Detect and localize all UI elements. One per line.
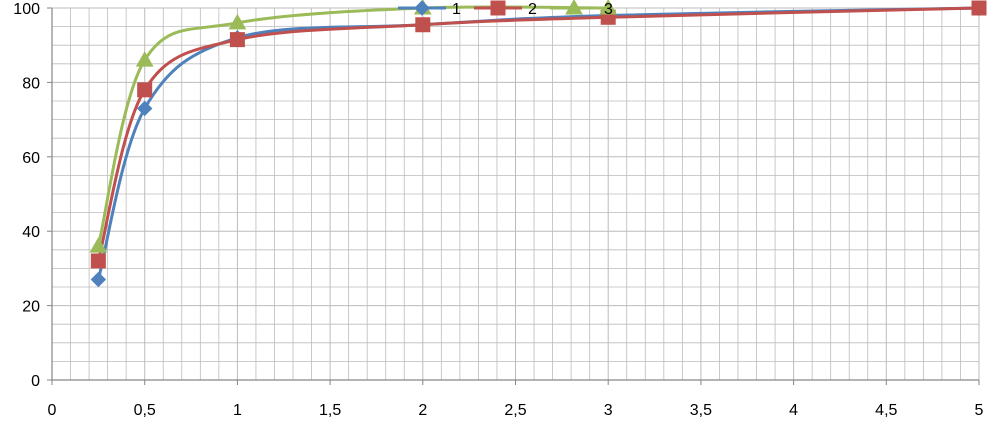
series-line-3 [96,5,610,248]
y-tick-label: 20 [22,299,40,316]
data-point-2 [971,0,987,16]
legend-label: 3 [604,1,613,18]
y-tick-label: 40 [22,224,40,241]
data-point-2 [229,32,245,48]
data-point-2 [137,82,153,98]
x-tick-label: 0,5 [134,402,156,419]
x-tick-label: 4 [789,402,798,419]
data-point-2 [415,17,431,33]
legend-label: 1 [452,1,461,18]
x-tick-label: 5 [975,402,984,419]
x-tick-label: 1,5 [319,402,341,419]
data-point-3 [228,13,247,30]
x-tick-label: 2,5 [504,402,526,419]
legend-item-1: 1 [398,0,461,18]
legend-marker [565,0,583,15]
data-point-3 [89,237,108,253]
x-tick-label: 2 [418,402,427,419]
x-tick-label: 3 [604,402,613,419]
chart-series [89,0,987,288]
data-point-3 [135,51,154,67]
x-tick-label: 0 [48,402,57,419]
chart-axes: 0 0,5 1 1,5 2 2,5 3 3,5 4 4,5 5 0 20 40 60 80 100 [13,1,983,419]
chart-grid [51,7,980,381]
legend-marker [490,0,506,16]
legend-item-2: 2 [474,0,537,18]
series-2 [90,0,987,269]
series-3 [89,0,618,253]
y-tick-label: 100 [13,1,40,18]
series-line-1 [96,6,981,282]
x-tick-label: 4,5 [875,402,897,419]
series-line-2 [96,6,981,263]
data-point-3 [599,0,618,15]
chart-legend: 1 2 3 [398,0,613,18]
x-tick-label: 1 [233,402,242,419]
y-tick-label: 60 [22,150,40,167]
data-point-2 [90,253,106,269]
legend-item-3: 3 [550,0,613,18]
legend-label: 2 [528,1,537,18]
y-tick-label: 80 [22,75,40,92]
legend-marker [414,0,430,16]
y-tick-label: 0 [31,373,40,390]
data-point-1 [136,100,153,117]
data-point-1 [90,271,107,288]
x-tick-label: 3,5 [690,402,712,419]
